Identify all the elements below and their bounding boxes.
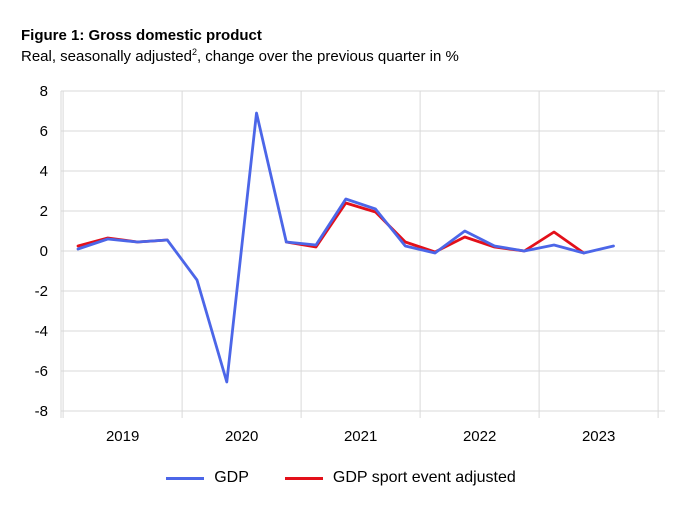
- legend-swatch-gdp: [166, 476, 205, 480]
- y-tick-label: 0: [40, 243, 48, 260]
- y-tick-label: 6: [40, 123, 48, 140]
- subtitle-footnote-marker: 2: [191, 47, 197, 57]
- y-tick-label: -6: [35, 363, 48, 380]
- x-tick-label: 2021: [344, 428, 377, 445]
- legend-label-gdp: GDP: [214, 469, 249, 486]
- y-tick-label: -4: [35, 323, 48, 340]
- series-line-gdp: [76, 111, 615, 384]
- legend-item-sport-adjusted: GDP sport event adjusted: [284, 469, 516, 487]
- legend-swatch-sport-adjusted: [284, 476, 323, 480]
- x-tick-label: 2020: [225, 428, 258, 445]
- y-tick-label: 4: [40, 163, 48, 180]
- subtitle-main: Real, seasonally adjusted: [21, 48, 192, 65]
- x-tick-label: 2022: [463, 428, 496, 445]
- legend-label-sport-adjusted: GDP sport event adjusted: [332, 469, 516, 486]
- x-tick-label: 2023: [582, 428, 615, 445]
- chart-subtitle: Real, seasonally adjusted2, change over …: [21, 47, 459, 66]
- subtitle-rest: , change over the previous quarter in %: [196, 48, 459, 65]
- x-tick-label: 2019: [106, 428, 139, 445]
- y-tick-label: 8: [40, 83, 48, 100]
- y-tick-label: -8: [35, 403, 48, 420]
- y-tick-label: -2: [35, 283, 48, 300]
- legend-item-gdp: GDP: [166, 469, 249, 487]
- chart-title: Figure 1: Gross domestic product: [21, 27, 262, 44]
- chart-legend: GDP GDP sport event adjusted: [0, 469, 682, 487]
- y-tick-label: 2: [40, 203, 48, 220]
